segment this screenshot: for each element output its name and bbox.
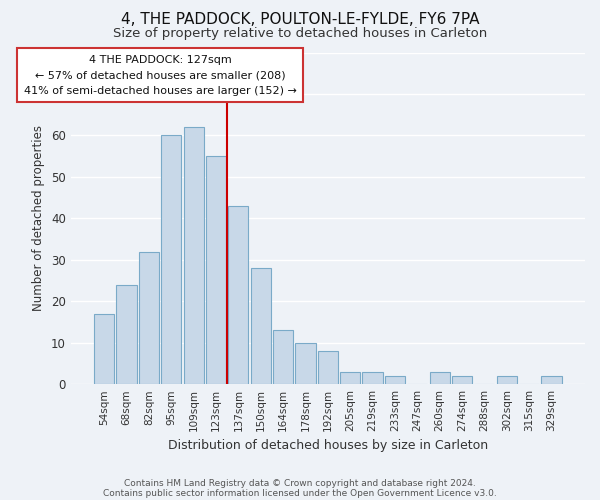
Y-axis label: Number of detached properties: Number of detached properties xyxy=(32,126,46,312)
Bar xyxy=(295,342,316,384)
Text: Contains HM Land Registry data © Crown copyright and database right 2024.: Contains HM Land Registry data © Crown c… xyxy=(124,478,476,488)
Bar xyxy=(362,372,383,384)
X-axis label: Distribution of detached houses by size in Carleton: Distribution of detached houses by size … xyxy=(168,440,488,452)
Bar xyxy=(206,156,226,384)
Text: Size of property relative to detached houses in Carleton: Size of property relative to detached ho… xyxy=(113,28,487,40)
Bar xyxy=(541,376,562,384)
Bar xyxy=(94,314,114,384)
Bar xyxy=(497,376,517,384)
Bar xyxy=(340,372,360,384)
Bar xyxy=(251,268,271,384)
Bar xyxy=(161,136,181,384)
Text: 4, THE PADDOCK, POULTON-LE-FYLDE, FY6 7PA: 4, THE PADDOCK, POULTON-LE-FYLDE, FY6 7P… xyxy=(121,12,479,28)
Text: 4 THE PADDOCK: 127sqm
← 57% of detached houses are smaller (208)
41% of semi-det: 4 THE PADDOCK: 127sqm ← 57% of detached … xyxy=(23,54,296,96)
Bar xyxy=(116,284,137,384)
Bar xyxy=(385,376,405,384)
Bar xyxy=(318,351,338,384)
Bar xyxy=(184,127,203,384)
Bar xyxy=(452,376,472,384)
Bar xyxy=(139,252,159,384)
Bar xyxy=(273,330,293,384)
Text: Contains public sector information licensed under the Open Government Licence v3: Contains public sector information licen… xyxy=(103,488,497,498)
Bar xyxy=(228,206,248,384)
Bar xyxy=(430,372,450,384)
